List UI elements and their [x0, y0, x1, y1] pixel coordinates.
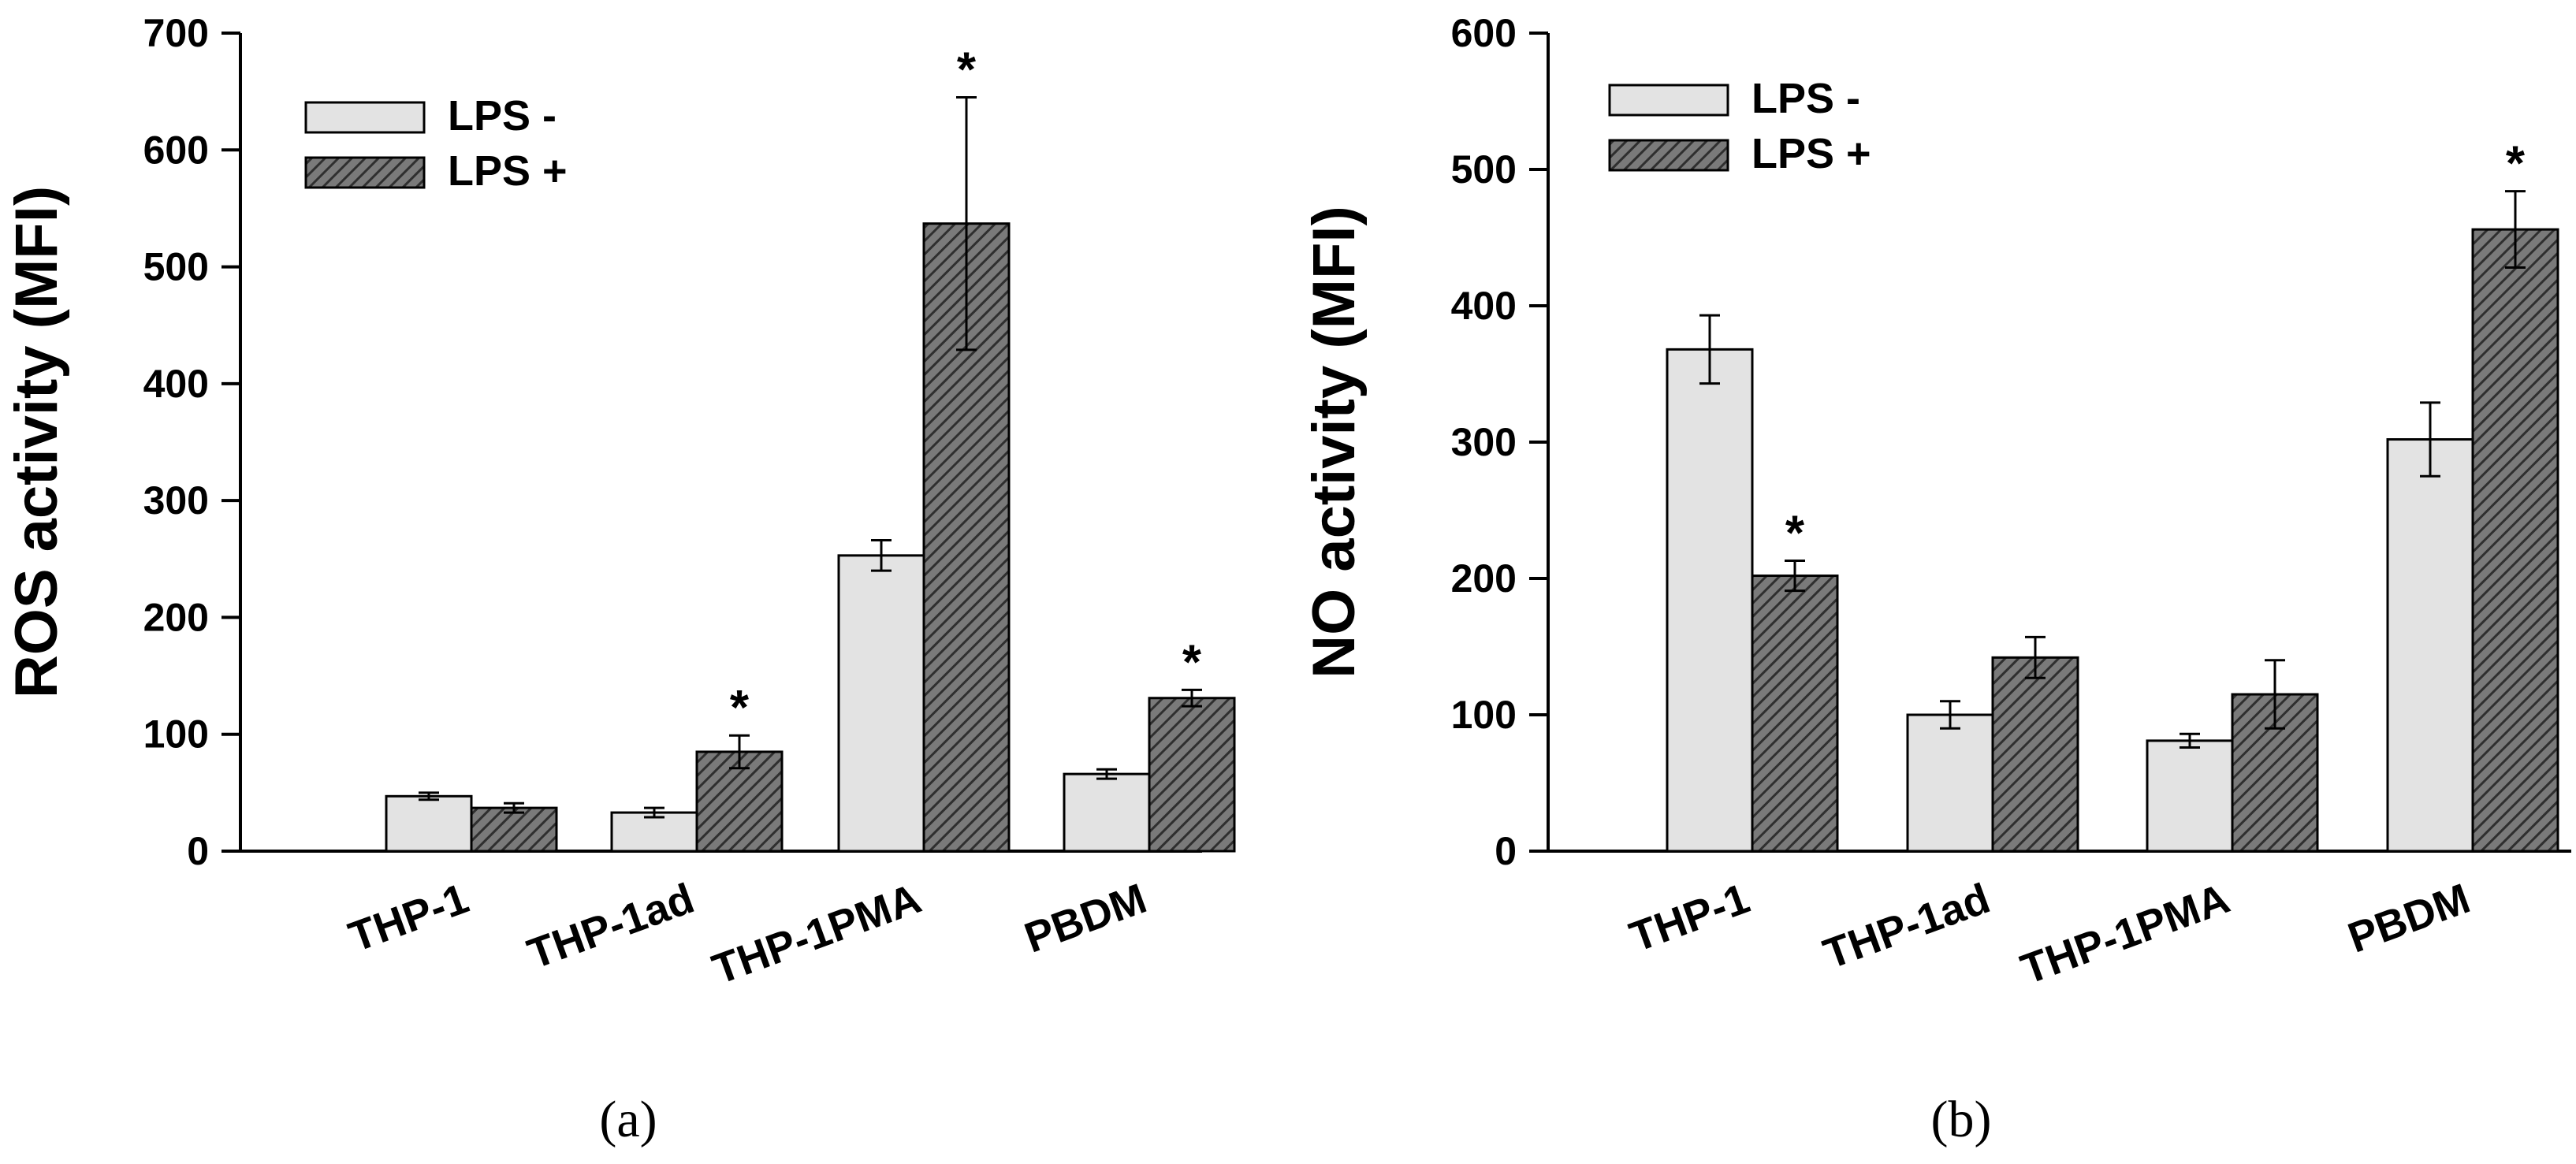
x-tick-label-thp-1pma: THP-1PMA — [2015, 875, 2235, 994]
legend-swatch-lps-plus — [1608, 139, 1729, 172]
x-tick-label-pbdm: PBDM — [2342, 875, 2476, 962]
legend: LPS - LPS + — [1608, 75, 1871, 177]
significance-asterisk: * — [1182, 635, 1202, 690]
significance-asterisk: * — [730, 681, 750, 735]
x-tick-label-pbdm: PBDM — [1018, 875, 1152, 962]
bar-lps-minus-thp-1ad — [610, 811, 698, 853]
y-tick-label: 0 — [1495, 829, 1517, 873]
bar-lps-minus-thp-1pma — [837, 554, 925, 853]
significance-asterisk: * — [957, 43, 977, 98]
y-tick-label: 400 — [143, 362, 209, 406]
y-tick-label: 700 — [143, 11, 209, 55]
bar-lps-minus-thp-1pma — [2146, 739, 2234, 853]
bar-lps-plus-thp-1 — [470, 806, 558, 853]
x-tick-label-thp-1: THP-1 — [343, 875, 475, 961]
significance-asterisk: * — [1785, 507, 1805, 561]
bar-lps-plus-thp-1 — [1751, 575, 1839, 853]
legend-label-lps-plus: LPS + — [448, 147, 568, 195]
bar-lps-plus-pbdm — [1148, 697, 1236, 853]
significance-asterisk: * — [2506, 137, 2526, 192]
legend-label-lps-minus: LPS - — [1751, 75, 1860, 122]
bar-lps-plus-pbdm — [2471, 228, 2559, 853]
y-tick-label: 0 — [187, 829, 209, 873]
x-tick-label-thp-1ad: THP-1ad — [1818, 875, 1996, 978]
legend: LPS - LPS + — [304, 92, 568, 195]
x-tick-label-thp-1pma: THP-1PMA — [706, 875, 927, 994]
y-tick-label: 200 — [143, 595, 209, 639]
legend-label-lps-plus: LPS + — [1751, 130, 1871, 177]
bar-lps-minus-pbdm — [1063, 772, 1151, 853]
legend-label-lps-minus: LPS - — [448, 92, 557, 139]
y-tick-label: 500 — [143, 245, 209, 289]
bar-lps-minus-thp-1 — [1666, 348, 1754, 853]
chart-panel-a: 0 100 200 300 400 500 600 700 ROS activity (MFI)… — [3, 11, 1236, 1148]
x-tick-label-thp-1ad: THP-1ad — [522, 875, 700, 978]
y-tick-label: 300 — [1451, 420, 1517, 464]
y-tick-label: 600 — [1451, 11, 1517, 55]
y-tick-label: 200 — [1451, 556, 1517, 601]
legend-swatch-lps-minus — [1608, 84, 1729, 117]
chart-panel-b: 0 100 200 300 400 500 600 NO activity (MFI) * THP… — [1301, 11, 2571, 1148]
y-tick-label: 500 — [1451, 147, 1517, 192]
bar-lps-minus-thp-1 — [385, 794, 473, 853]
panel-label: (a) — [599, 1091, 657, 1148]
y-tick-label: 300 — [143, 478, 209, 522]
legend-swatch-lps-plus — [304, 156, 426, 189]
y-tick-label: 600 — [143, 128, 209, 172]
x-tick-label-thp-1: THP-1 — [1624, 875, 1755, 961]
bar-lps-minus-pbdm — [2386, 438, 2474, 853]
y-tick-label: 100 — [1451, 693, 1517, 737]
y-tick-label: 400 — [1451, 284, 1517, 328]
y-tick-label: 100 — [143, 712, 209, 757]
bar-lps-minus-thp-1ad — [1906, 713, 1994, 853]
y-axis-label: NO activity (MFI) — [1301, 206, 1368, 679]
bar-lps-plus-thp-1ad — [1991, 656, 2079, 853]
panel-label: (b) — [1931, 1091, 1992, 1148]
y-axis-label: ROS activity (MFI) — [3, 186, 70, 698]
legend-swatch-lps-minus — [304, 101, 426, 134]
